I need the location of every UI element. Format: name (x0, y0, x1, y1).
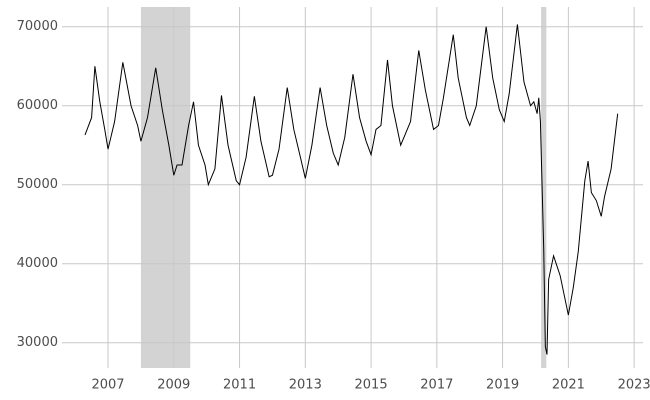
x-tick-label: 2007 (91, 378, 124, 393)
x-tick-label: 2023 (618, 378, 650, 393)
x-tick-label: 2017 (420, 378, 453, 393)
y-tick-label: 70000 (17, 19, 58, 34)
y-tick-label: 50000 (17, 177, 58, 192)
x-tick-label: 2013 (289, 378, 322, 393)
x-tick-label: 2019 (486, 378, 519, 393)
y-tick-label: 30000 (17, 335, 58, 350)
y-tick-label: 40000 (17, 256, 58, 271)
x-tick-label: 2015 (355, 378, 388, 393)
shaded-period (140, 7, 191, 368)
x-tick-label: 2021 (552, 378, 585, 393)
shaded-period (541, 7, 547, 368)
x-tick-label: 2011 (223, 378, 256, 393)
y-tick-label: 60000 (17, 98, 58, 113)
x-tick-label: 2009 (157, 378, 190, 393)
data-line (84, 24, 619, 355)
